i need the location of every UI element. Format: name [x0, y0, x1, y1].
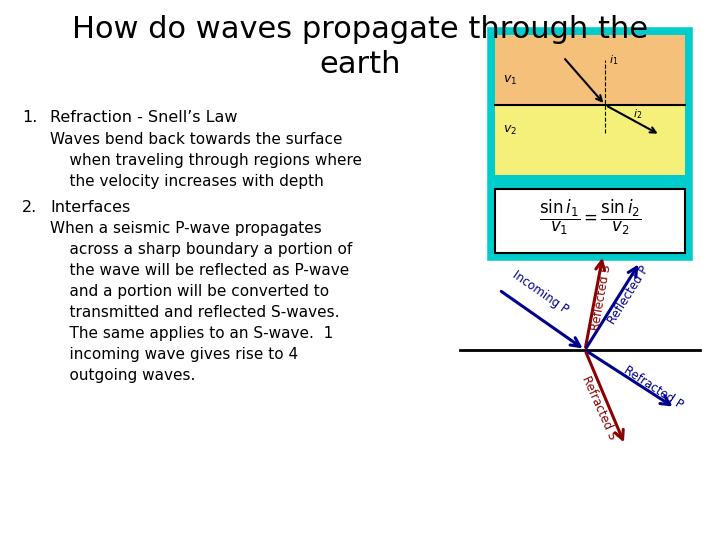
- Text: $i_1$: $i_1$: [609, 53, 618, 67]
- Text: Reflected S: Reflected S: [589, 264, 613, 332]
- Text: 2.: 2.: [22, 200, 37, 215]
- Text: When a seismic P-wave propagates
    across a sharp boundary a portion of
    th: When a seismic P-wave propagates across …: [50, 221, 352, 383]
- Text: Refracted S: Refracted S: [579, 374, 618, 442]
- Text: Reflected P: Reflected P: [606, 264, 652, 327]
- Bar: [495, 35, 685, 105]
- Bar: [495, 105, 685, 175]
- Text: Interfaces: Interfaces: [50, 200, 130, 215]
- Text: Refraction - Snell’s Law: Refraction - Snell’s Law: [50, 110, 238, 125]
- Text: Incoming P: Incoming P: [510, 269, 571, 316]
- Bar: [490, 30, 690, 258]
- Text: 1.: 1.: [22, 110, 37, 125]
- Text: Waves bend back towards the surface
    when traveling through regions where
   : Waves bend back towards the surface when…: [50, 132, 362, 189]
- Bar: [495, 189, 685, 253]
- Text: $v_1$: $v_1$: [503, 73, 517, 86]
- Text: $\dfrac{\sin i_1}{v_1} = \dfrac{\sin i_2}{v_2}$: $\dfrac{\sin i_1}{v_1} = \dfrac{\sin i_2…: [539, 198, 642, 237]
- Text: $v_2$: $v_2$: [503, 124, 517, 137]
- Text: $i_2$: $i_2$: [633, 107, 642, 121]
- Text: Refracted P: Refracted P: [621, 364, 685, 412]
- Text: How do waves propagate through the
earth: How do waves propagate through the earth: [72, 15, 648, 79]
